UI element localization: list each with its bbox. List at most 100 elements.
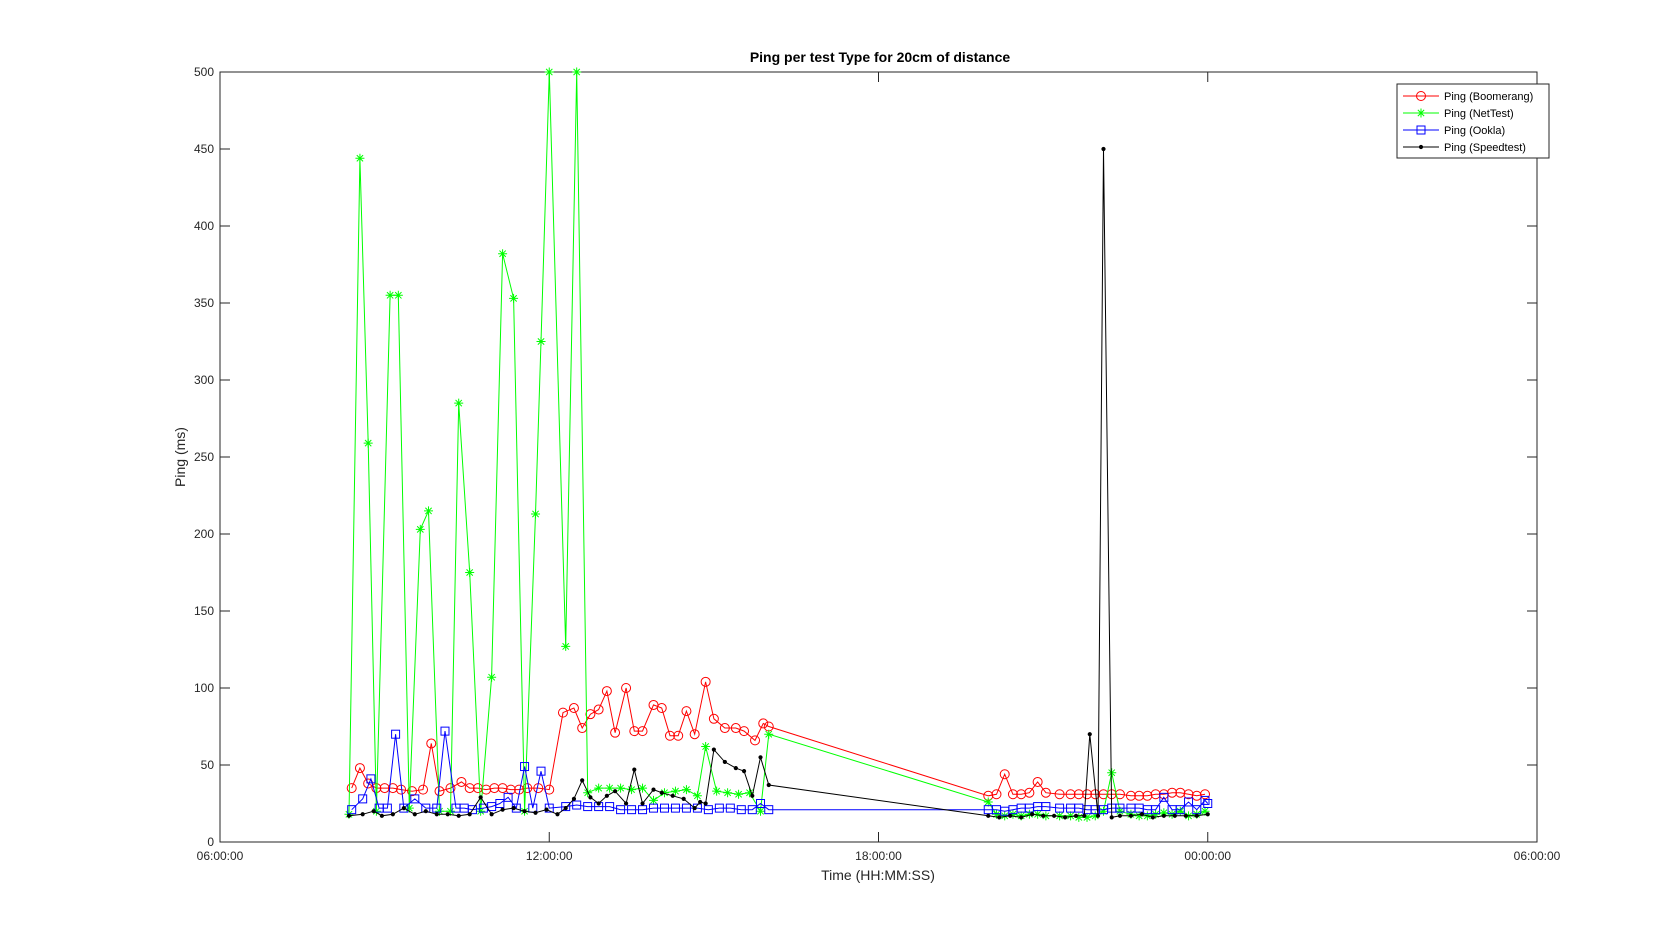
data-point-marker <box>476 806 486 816</box>
data-point-marker <box>734 789 744 799</box>
x-tick-label: 12:00:00 <box>526 849 573 863</box>
data-point-marker <box>1183 789 1194 800</box>
data-point-marker <box>1159 808 1169 818</box>
data-point-marker <box>1151 805 1161 815</box>
y-tick-label: 400 <box>194 219 214 233</box>
data-point-marker <box>509 293 519 303</box>
data-point-marker <box>670 803 680 813</box>
data-point-marker <box>385 290 395 300</box>
data-point-marker <box>747 805 757 815</box>
data-point-marker <box>464 783 475 794</box>
data-point-marker <box>410 794 420 804</box>
data-point-marker <box>371 809 376 814</box>
data-point-marker <box>703 801 708 806</box>
data-point-marker <box>1062 815 1068 820</box>
data-point-marker <box>692 806 697 811</box>
data-point-marker <box>673 730 684 741</box>
data-point-marker <box>1125 790 1136 801</box>
y-tick-label: 500 <box>194 65 214 79</box>
data-point-marker <box>1128 813 1134 818</box>
data-point-marker <box>1115 806 1125 816</box>
data-point-marker <box>764 805 774 815</box>
data-point-marker <box>1205 812 1210 817</box>
legend: Ping (Boomerang) Ping (NetTest) Ping (Ookl… <box>1396 83 1550 159</box>
legend-entry-label: Ping (Speedtest) <box>1444 142 1526 154</box>
data-point-marker <box>1159 792 1169 802</box>
data-point-marker <box>379 813 384 818</box>
data-point-marker <box>531 509 541 519</box>
data-point-marker <box>1115 803 1125 813</box>
data-point-marker <box>739 726 750 737</box>
data-point-marker <box>1024 809 1034 819</box>
data-point-marker <box>640 801 645 806</box>
series-line <box>351 681 1206 797</box>
legend-entry-label: Ping (Boomerang) <box>1444 91 1533 103</box>
data-point-marker <box>632 767 637 772</box>
data-point-marker <box>1200 795 1210 805</box>
data-point-marker <box>649 795 659 805</box>
data-point-marker <box>629 726 640 737</box>
data-point-marker <box>756 806 766 816</box>
data-point-marker <box>601 686 612 697</box>
data-point-marker <box>766 782 771 788</box>
data-point-marker <box>497 783 508 794</box>
data-point-marker <box>1200 789 1211 800</box>
data-point-marker <box>1107 768 1117 778</box>
data-point-marker <box>511 806 516 811</box>
data-point-marker <box>750 793 755 798</box>
legend-entry-label: Ping (NetTest) <box>1444 108 1514 120</box>
data-point-marker <box>1008 813 1013 818</box>
y-tick-label: 350 <box>194 296 214 310</box>
data-point-marker <box>651 787 656 792</box>
data-point-marker <box>1087 732 1092 737</box>
data-point-marker <box>722 759 727 765</box>
data-point-marker <box>445 806 455 816</box>
data-point-marker <box>1055 803 1065 813</box>
data-point-marker <box>649 803 659 813</box>
data-point-marker <box>418 784 429 795</box>
data-point-marker <box>571 796 577 801</box>
data-point-marker <box>1098 789 1109 800</box>
data-point-marker <box>407 786 418 797</box>
data-point-marker <box>391 729 401 739</box>
y-tick-label: 200 <box>194 527 214 541</box>
data-point-marker <box>1416 125 1426 135</box>
data-point-marker <box>1142 790 1153 801</box>
x-axis: 06:00:00 12:00:00 18:00:00 00:00:00 06:00:00 <box>197 72 1561 863</box>
data-point-marker <box>1161 813 1166 818</box>
data-point-marker <box>1073 789 1084 800</box>
data-point-marker <box>371 806 381 816</box>
data-point-marker <box>500 807 505 812</box>
data-point-marker <box>347 805 357 815</box>
data-point-marker <box>1175 806 1185 816</box>
data-point-marker <box>983 797 993 807</box>
data-point-marker <box>670 786 680 796</box>
data-point-marker <box>1041 802 1051 812</box>
series-ping-speedtest <box>346 146 1210 820</box>
data-point-marker <box>637 726 648 737</box>
data-point-marker <box>1183 813 1188 818</box>
data-point-marker <box>604 793 609 798</box>
data-point-marker <box>621 683 632 693</box>
data-point-marker <box>435 806 444 816</box>
y-axis: 0 50 100 150 200 250 300 350 400 450 500 <box>194 65 1537 849</box>
data-point-marker <box>1052 813 1057 818</box>
data-point-marker <box>1194 813 1199 818</box>
data-point-marker <box>986 813 991 818</box>
data-point-marker <box>681 803 691 813</box>
x-axis-title: Time (HH:MM:SS) <box>821 867 935 883</box>
data-point-marker <box>1024 787 1035 798</box>
data-point-marker <box>1139 812 1145 817</box>
data-point-marker <box>467 805 477 815</box>
data-point-marker <box>719 723 730 734</box>
data-point-marker <box>610 727 621 738</box>
data-point-marker <box>454 398 464 408</box>
data-point-marker <box>489 783 500 794</box>
data-point-marker <box>1098 806 1108 816</box>
data-point-marker <box>708 713 719 724</box>
data-point-marker <box>572 67 582 77</box>
data-point-marker <box>487 672 497 682</box>
data-point-marker <box>1016 789 1027 800</box>
data-point-marker <box>536 337 546 346</box>
